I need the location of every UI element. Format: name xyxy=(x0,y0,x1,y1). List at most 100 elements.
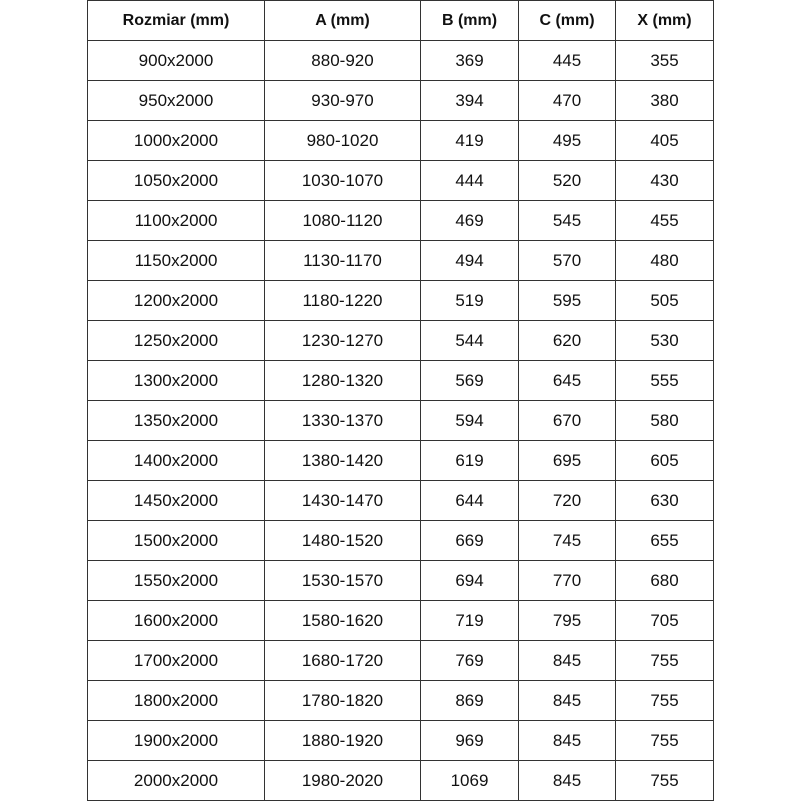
table-row: 1350x2000 1330-1370 594 670 580 xyxy=(87,400,714,441)
cell-x: 505 xyxy=(615,280,714,321)
table-row: 950x2000 930-970 394 470 380 xyxy=(87,80,714,121)
cell-x: 655 xyxy=(615,520,714,561)
table-row: 1050x2000 1030-1070 444 520 430 xyxy=(87,160,714,201)
cell-x: 430 xyxy=(615,160,714,201)
table-row: 1150x2000 1130-1170 494 570 480 xyxy=(87,240,714,281)
cell-c: 745 xyxy=(518,520,616,561)
cell-size: 1400x2000 xyxy=(87,440,265,481)
cell-b: 369 xyxy=(420,40,519,81)
cell-a: 1080-1120 xyxy=(264,200,421,241)
cell-b: 569 xyxy=(420,360,519,401)
cell-a: 880-920 xyxy=(264,40,421,81)
header-x: X (mm) xyxy=(615,0,714,41)
table-row: 1300x2000 1280-1320 569 645 555 xyxy=(87,360,714,401)
table-row: 900x2000 880-920 369 445 355 xyxy=(87,40,714,81)
cell-c: 845 xyxy=(518,640,616,681)
cell-c: 670 xyxy=(518,400,616,441)
cell-a: 1130-1170 xyxy=(264,240,421,281)
cell-size: 1150x2000 xyxy=(87,240,265,281)
cell-size: 900x2000 xyxy=(87,40,265,81)
cell-c: 695 xyxy=(518,440,616,481)
cell-b: 594 xyxy=(420,400,519,441)
table-row: 1800x2000 1780-1820 869 845 755 xyxy=(87,680,714,721)
cell-a: 1780-1820 xyxy=(264,680,421,721)
cell-x: 755 xyxy=(615,760,714,801)
cell-a: 1030-1070 xyxy=(264,160,421,201)
cell-c: 645 xyxy=(518,360,616,401)
table-row: 1000x2000 980-1020 419 495 405 xyxy=(87,120,714,161)
cell-size: 950x2000 xyxy=(87,80,265,121)
cell-b: 469 xyxy=(420,200,519,241)
cell-a: 1280-1320 xyxy=(264,360,421,401)
table-row: 1900x2000 1880-1920 969 845 755 xyxy=(87,720,714,761)
cell-size: 1700x2000 xyxy=(87,640,265,681)
table-row: 2000x2000 1980-2020 1069 845 755 xyxy=(87,760,714,801)
cell-b: 669 xyxy=(420,520,519,561)
cell-c: 620 xyxy=(518,320,616,361)
cell-size: 1600x2000 xyxy=(87,600,265,641)
cell-size: 1100x2000 xyxy=(87,200,265,241)
cell-c: 795 xyxy=(518,600,616,641)
table-row: 1400x2000 1380-1420 619 695 605 xyxy=(87,440,714,481)
header-row: Rozmiar (mm) A (mm) B (mm) C (mm) X (mm) xyxy=(87,0,714,41)
cell-b: 869 xyxy=(420,680,519,721)
cell-x: 405 xyxy=(615,120,714,161)
cell-size: 1550x2000 xyxy=(87,560,265,601)
cell-b: 494 xyxy=(420,240,519,281)
cell-b: 544 xyxy=(420,320,519,361)
cell-size: 1900x2000 xyxy=(87,720,265,761)
cell-b: 1069 xyxy=(420,760,519,801)
cell-a: 1530-1570 xyxy=(264,560,421,601)
cell-x: 555 xyxy=(615,360,714,401)
cell-x: 380 xyxy=(615,80,714,121)
cell-a: 1480-1520 xyxy=(264,520,421,561)
cell-x: 480 xyxy=(615,240,714,281)
cell-c: 595 xyxy=(518,280,616,321)
table-row: 1550x2000 1530-1570 694 770 680 xyxy=(87,560,714,601)
cell-b: 719 xyxy=(420,600,519,641)
cell-b: 644 xyxy=(420,480,519,521)
cell-a: 1680-1720 xyxy=(264,640,421,681)
cell-size: 1000x2000 xyxy=(87,120,265,161)
cell-a: 1380-1420 xyxy=(264,440,421,481)
cell-c: 495 xyxy=(518,120,616,161)
cell-b: 769 xyxy=(420,640,519,681)
header-a: A (mm) xyxy=(264,0,421,41)
cell-c: 845 xyxy=(518,720,616,761)
cell-x: 680 xyxy=(615,560,714,601)
cell-size: 1350x2000 xyxy=(87,400,265,441)
cell-b: 394 xyxy=(420,80,519,121)
cell-a: 1180-1220 xyxy=(264,280,421,321)
cell-a: 1230-1270 xyxy=(264,320,421,361)
table-body: 900x2000 880-920 369 445 355 950x2000 930-970 3… xyxy=(87,40,714,801)
cell-x: 755 xyxy=(615,640,714,681)
cell-b: 694 xyxy=(420,560,519,601)
cell-a: 930-970 xyxy=(264,80,421,121)
cell-a: 1430-1470 xyxy=(264,480,421,521)
cell-x: 355 xyxy=(615,40,714,81)
header-c: C (mm) xyxy=(518,0,616,41)
cell-b: 444 xyxy=(420,160,519,201)
cell-size: 1300x2000 xyxy=(87,360,265,401)
cell-c: 845 xyxy=(518,680,616,721)
header-size: Rozmiar (mm) xyxy=(87,0,265,41)
cell-a: 1880-1920 xyxy=(264,720,421,761)
table-row: 1450x2000 1430-1470 644 720 630 xyxy=(87,480,714,521)
cell-x: 455 xyxy=(615,200,714,241)
cell-c: 545 xyxy=(518,200,616,241)
cell-x: 580 xyxy=(615,400,714,441)
cell-size: 1200x2000 xyxy=(87,280,265,321)
table-row: 1700x2000 1680-1720 769 845 755 xyxy=(87,640,714,681)
cell-b: 419 xyxy=(420,120,519,161)
cell-x: 705 xyxy=(615,600,714,641)
cell-c: 445 xyxy=(518,40,616,81)
cell-c: 845 xyxy=(518,760,616,801)
cell-a: 980-1020 xyxy=(264,120,421,161)
cell-a: 1330-1370 xyxy=(264,400,421,441)
cell-size: 1250x2000 xyxy=(87,320,265,361)
cell-b: 619 xyxy=(420,440,519,481)
cell-x: 755 xyxy=(615,680,714,721)
cell-size: 1800x2000 xyxy=(87,680,265,721)
dimensions-table: Rozmiar (mm) A (mm) B (mm) C (mm) X (mm)… xyxy=(87,0,714,801)
cell-x: 630 xyxy=(615,480,714,521)
